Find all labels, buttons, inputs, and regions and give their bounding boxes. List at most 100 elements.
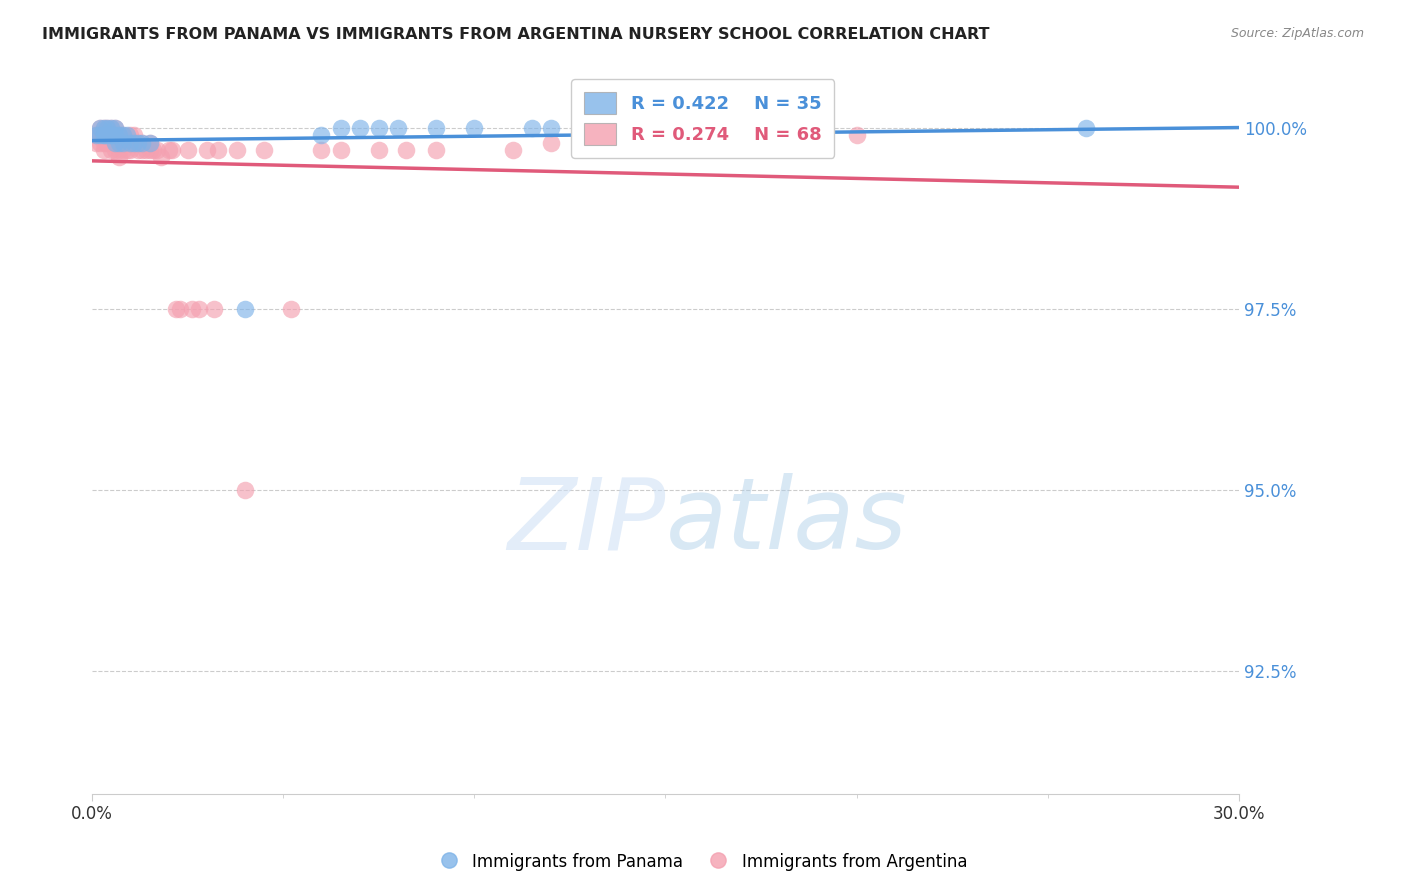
Point (93, 121, 115, 136)
Point (104, 136, 127, 150)
Point (115, 128, 138, 143)
Point (845, 128, 868, 143)
Point (84, 128, 107, 143)
Point (233, 483, 256, 497)
Point (188, 301, 211, 316)
Point (100, 136, 122, 150)
Point (540, 136, 562, 150)
Point (425, 121, 447, 136)
Point (311, 128, 333, 143)
Point (204, 301, 226, 316)
Point (157, 143, 180, 157)
Point (108, 143, 131, 157)
Point (108, 150, 131, 164)
Point (149, 150, 172, 164)
Text: Source: ZipAtlas.com: Source: ZipAtlas.com (1230, 27, 1364, 40)
Point (104, 136, 127, 150)
Point (394, 143, 416, 157)
Point (100, 128, 122, 143)
Point (89, 128, 111, 143)
Point (226, 143, 249, 157)
Point (253, 143, 276, 157)
Text: ZIP: ZIP (508, 473, 665, 570)
Point (122, 128, 145, 143)
Point (127, 136, 149, 150)
Point (131, 136, 153, 150)
Point (120, 136, 142, 150)
Point (111, 143, 134, 157)
Text: atlas: atlas (665, 473, 907, 570)
Point (367, 121, 389, 136)
Point (502, 143, 524, 157)
Point (142, 143, 165, 157)
Point (89, 128, 111, 143)
Point (89, 121, 111, 136)
Point (84, 136, 107, 150)
Text: IMMIGRANTS FROM PANAMA VS IMMIGRANTS FROM ARGENTINA NURSERY SCHOOL CORRELATION C: IMMIGRANTS FROM PANAMA VS IMMIGRANTS FRO… (42, 27, 990, 42)
Point (104, 143, 127, 157)
Point (329, 143, 352, 157)
Point (100, 121, 122, 136)
Point (195, 143, 218, 157)
Point (711, 136, 734, 150)
Point (1074, 121, 1097, 136)
Point (349, 121, 371, 136)
Point (520, 121, 543, 136)
Point (540, 121, 562, 136)
Point (169, 301, 191, 316)
Point (100, 143, 122, 157)
Point (367, 143, 389, 157)
Point (104, 128, 127, 143)
Point (138, 143, 160, 157)
Point (463, 121, 485, 136)
Point (122, 136, 145, 150)
Point (162, 143, 184, 157)
Point (84, 128, 107, 143)
Point (387, 121, 409, 136)
Point (280, 301, 302, 316)
Point (131, 143, 153, 157)
Point (93, 128, 115, 143)
Point (616, 136, 638, 150)
Point (96, 121, 118, 136)
Point (115, 143, 138, 157)
Point (111, 128, 134, 143)
Point (233, 301, 256, 316)
Point (138, 136, 160, 150)
Point (127, 136, 149, 150)
Point (93, 128, 115, 143)
Point (96, 136, 118, 150)
Point (207, 143, 229, 157)
Point (93, 128, 115, 143)
Point (131, 136, 153, 150)
Point (127, 143, 149, 157)
Point (138, 136, 160, 150)
Point (115, 136, 138, 150)
Point (96, 128, 118, 143)
Point (108, 136, 131, 150)
Point (89, 121, 111, 136)
Point (120, 143, 142, 157)
Point (177, 143, 200, 157)
Point (104, 128, 127, 143)
Point (329, 121, 352, 136)
Point (100, 128, 122, 143)
Point (135, 143, 157, 157)
Point (122, 136, 145, 150)
Point (93, 143, 115, 157)
Point (108, 128, 131, 143)
Point (120, 128, 142, 143)
Point (120, 136, 142, 150)
Point (93, 136, 115, 150)
Point (104, 121, 127, 136)
Point (93, 121, 115, 136)
Legend: R = 0.422    N = 35, R = 0.274    N = 68: R = 0.422 N = 35, R = 0.274 N = 68 (571, 79, 834, 158)
Point (111, 136, 134, 150)
Point (89, 136, 111, 150)
Point (100, 121, 122, 136)
Point (100, 128, 122, 143)
Point (104, 121, 127, 136)
Point (108, 128, 131, 143)
Point (111, 136, 134, 150)
Point (425, 143, 447, 157)
